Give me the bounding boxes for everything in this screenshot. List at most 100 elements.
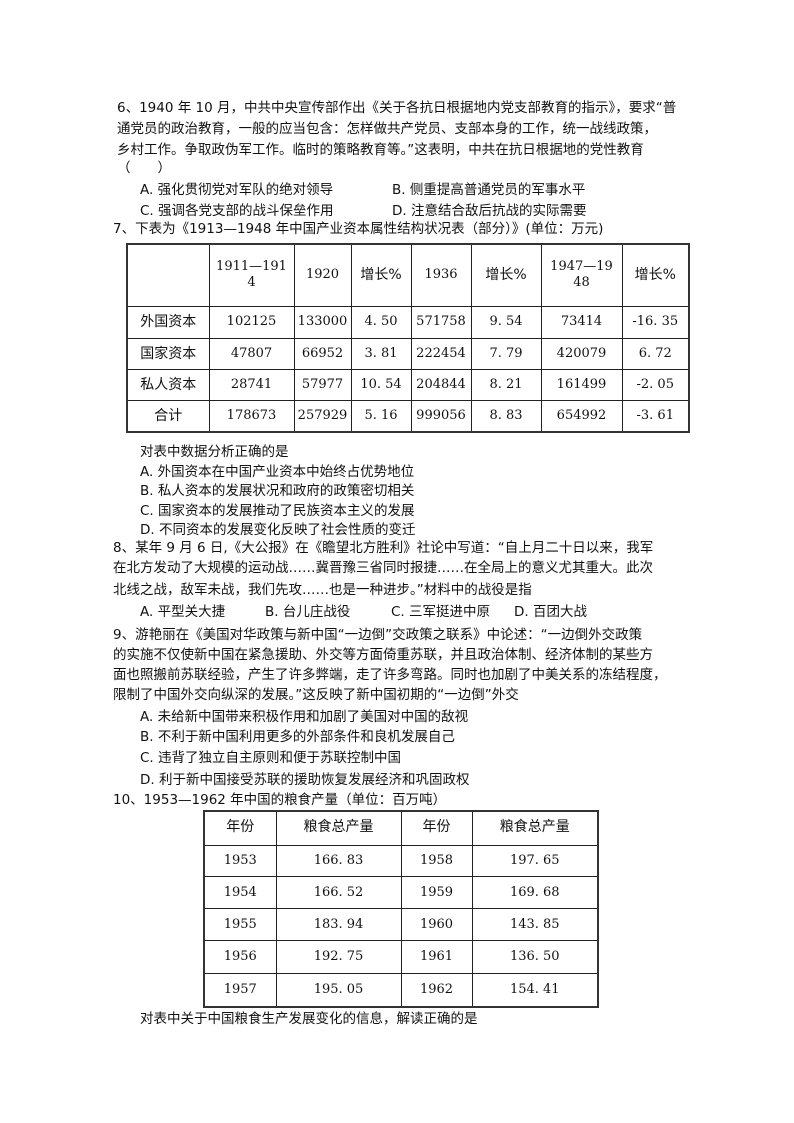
cell: 9. 54 (470, 305, 542, 339)
table-row: 私人资本 28741 57977 10. 54 204844 8. 21 161… (126, 368, 690, 401)
table-header-row: 年份 粮食总产量 年份 粮食总产量 (203, 810, 599, 846)
table-row: 1954 166. 52 1959 169. 68 (203, 875, 599, 909)
q9-stem-line: 面也照搬前苏联经验，产生了许多弊端，走了许多弯路。同时也加剧了中美关系的冻结程度… (113, 667, 667, 683)
table-row: 1953 166. 83 1958 197. 65 (203, 844, 599, 877)
q10-title: 10、1953—1962 年中国的粮食产量（单位：百万吨） (113, 792, 447, 808)
q9-option-a: A. 未给新中国带来积极作用和加剧了美国对中国的敌视 (140, 709, 469, 725)
header-cell: 粮食总产量 (471, 810, 599, 846)
cell: 8. 83 (470, 399, 542, 433)
q6-stem-line: 乡村工作。争取政伪军工作。临时的策略教育等。”这表明，中共在抗日根据地的党性教育 (117, 142, 644, 158)
header-cell: 1911—1914 (208, 243, 295, 307)
cell: 1959 (400, 875, 473, 909)
capital-structure-table: 1911—1914 1920 增长% 1936 增长% 1947—1948 增长… (126, 243, 690, 433)
cell: 1962 (400, 972, 473, 1008)
q8-option-a: A. 平型关大捷 (140, 604, 226, 620)
table-header-row: 1911—1914 1920 增长% 1936 增长% 1947—1948 增长… (126, 243, 690, 307)
cell: 1957 (203, 972, 277, 1008)
cell: 1956 (203, 939, 277, 974)
row-label: 私人资本 (126, 368, 210, 401)
q8-option-d: D. 百团大战 (514, 604, 587, 620)
header-cell: 1947—1948 (540, 243, 623, 307)
cell: 47807 (208, 337, 295, 370)
q6-stem-line: 6、1940 年 10 月，中共中央宣传部作出《关于各抗日根据地内党支部教育的指… (117, 100, 677, 116)
cell: 204844 (410, 368, 472, 401)
q9-stem-line: 的实施不仅使新中国在紧急援助、外交等方面倚重苏联，并且政治体制、经济体制的某些方 (113, 647, 653, 663)
cell: 183. 94 (275, 907, 402, 941)
q9-stem-line: 9、游艳丽在《美国对华政策与新中国“一边倒”交政策之联系》中论述：“一边倒外交政… (113, 627, 643, 643)
cell: 5. 16 (350, 399, 412, 433)
q8-stem-line: 在北方发动了大规模的运动战……冀晋豫三省同时报捷……在全局上的意义尤其重大。此次 (113, 560, 653, 576)
cell: 6. 72 (621, 337, 690, 370)
q9-option-b: B. 不利于新中国利用更多的外部条件和良机发展自己 (140, 729, 455, 745)
table-row: 外国资本 102125 133000 4. 50 571758 9. 54 73… (126, 305, 690, 339)
q8-option-c: C. 三军挺进中原 (391, 604, 491, 620)
q7-title: 7、下表为《1913—1948 年中国产业资本属性结构状况表（部分）》(单位：万… (113, 221, 604, 237)
cell: 28741 (208, 368, 295, 401)
header-cell: 粮食总产量 (275, 810, 402, 846)
q10-stem: 对表中关于中国粮食生产发展变化的信息，解读正确的是 (140, 1011, 478, 1027)
q6-stem-line: 通党员的政治教育，一般的应当包含：怎样做共产党员、支部本身的工作，统一战线政策， (117, 121, 657, 137)
cell: 8. 21 (470, 368, 542, 401)
cell: -16. 35 (621, 305, 690, 339)
row-label: 外国资本 (126, 305, 210, 339)
q6-answer-blank: （ ） (117, 160, 171, 176)
cell: 161499 (540, 368, 623, 401)
header-cell: 增长% (350, 243, 412, 307)
header-cell: 年份 (400, 810, 473, 846)
cell: 4. 50 (350, 305, 412, 339)
cell: 1954 (203, 875, 277, 909)
cell: 7. 79 (470, 337, 542, 370)
header-cell (126, 243, 210, 307)
table-row: 1957 195. 05 1962 154. 41 (203, 972, 599, 1008)
q7-option-a: A. 外国资本在中国产业资本中始终占优势地位 (140, 464, 415, 480)
cell: -3. 61 (621, 399, 690, 433)
cell: 420079 (540, 337, 623, 370)
cell: 10. 54 (350, 368, 412, 401)
cell: 133000 (293, 305, 352, 339)
cell: 178673 (208, 399, 295, 433)
cell: 136. 50 (471, 939, 599, 974)
cell: 143. 85 (471, 907, 599, 941)
q7-option-d: D. 不同资本的发展变化反映了社会性质的变迁 (140, 522, 416, 538)
q7-option-b: B. 私人资本的发展状况和政府的政策密切相关 (140, 483, 415, 499)
q9-option-d: D. 利于新中国接受苏联的援助恢复发展经济和巩固政权 (140, 772, 470, 788)
cell: 1955 (203, 907, 277, 941)
cell: 66952 (293, 337, 352, 370)
cell: 195. 05 (275, 972, 402, 1008)
header-cell: 增长% (470, 243, 542, 307)
q6-option-d: D. 注意结合敌后抗战的实际需要 (392, 203, 587, 219)
cell: 222454 (410, 337, 472, 370)
row-label: 合计 (126, 399, 210, 433)
table-row: 国家资本 47807 66952 3. 81 222454 7. 79 4200… (126, 337, 690, 370)
cell: 999056 (410, 399, 472, 433)
header-cell: 1920 (293, 243, 352, 307)
header-cell: 增长% (621, 243, 690, 307)
cell: 154. 41 (471, 972, 599, 1008)
cell: 1958 (400, 844, 473, 877)
header-cell: 1936 (410, 243, 472, 307)
cell: 166. 83 (275, 844, 402, 877)
cell: -2. 05 (621, 368, 690, 401)
grain-output-table: 年份 粮食总产量 年份 粮食总产量 1953 166. 83 1958 197. 65… (203, 810, 599, 1008)
cell: 654992 (540, 399, 623, 433)
cell: 57977 (293, 368, 352, 401)
cell: 257929 (293, 399, 352, 433)
header-cell: 年份 (203, 810, 277, 846)
q6-option-c: C. 强调各党支部的战斗保垒作用 (140, 203, 334, 219)
q6-option-b: B. 侧重提高普通党员的军事水平 (392, 182, 586, 198)
table-row: 1956 192. 75 1961 136. 50 (203, 939, 599, 974)
q9-stem-line: 限制了中国外交向纵深的发展。”这反映了新中国初期的“一边倒”外交 (113, 687, 519, 703)
q8-option-b: B. 台儿庄战役 (265, 604, 351, 620)
row-label: 国家资本 (126, 337, 210, 370)
cell: 169. 68 (471, 875, 599, 909)
q7-option-c: C. 国家资本的发展推动了民族资本主义的发展 (140, 503, 415, 519)
q8-stem-line: 8、某年 9 月 6 日,《大公报》在《瞻望北方胜利》社论中写道：“自上月二十日… (113, 540, 654, 556)
q6-option-a: A. 强化贯彻党对军队的绝对领导 (140, 182, 334, 198)
cell: 102125 (208, 305, 295, 339)
cell: 197. 65 (471, 844, 599, 877)
q7-stem: 对表中数据分析正确的是 (140, 444, 289, 460)
cell: 1953 (203, 844, 277, 877)
cell: 3. 81 (350, 337, 412, 370)
cell: 166. 52 (275, 875, 402, 909)
cell: 73414 (540, 305, 623, 339)
